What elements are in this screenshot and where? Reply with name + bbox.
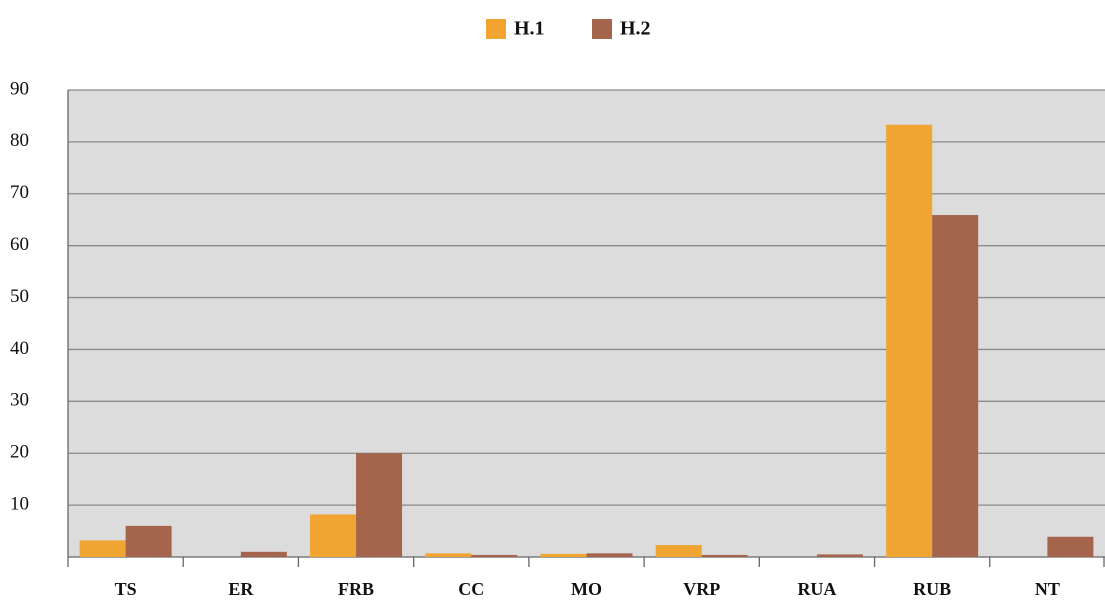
y-tick-label: 40 — [10, 338, 29, 359]
bar — [310, 514, 357, 557]
bar — [701, 554, 748, 557]
x-tick-label: RUA — [797, 579, 836, 599]
x-tick-label: ER — [228, 579, 254, 599]
bar — [125, 525, 172, 557]
y-tick-label: 80 — [10, 130, 29, 151]
bar — [1047, 536, 1094, 557]
legend-swatch — [592, 19, 612, 39]
bar — [425, 553, 472, 557]
bar — [240, 551, 287, 557]
x-tick-label: RUB — [913, 579, 951, 599]
y-tick-label: 50 — [10, 286, 29, 307]
legend-label: H.1 — [514, 18, 545, 40]
y-tick-label: 10 — [10, 493, 29, 514]
bar — [816, 554, 863, 557]
y-tick-label: 20 — [10, 442, 29, 463]
bar — [932, 215, 979, 557]
x-tick-label: FRB — [338, 579, 374, 599]
x-tick-label: TS — [115, 579, 137, 599]
x-tick-label: CC — [458, 579, 484, 599]
x-tick-label: MO — [571, 579, 602, 599]
y-tick-label: 60 — [10, 234, 29, 255]
bar — [471, 554, 518, 557]
x-tick-label: VRP — [683, 579, 720, 599]
legend-label: H.2 — [620, 18, 651, 40]
legend-swatch — [486, 19, 506, 39]
bar — [356, 453, 403, 557]
y-tick-label: 30 — [10, 390, 29, 411]
y-tick-label: 90 — [10, 78, 29, 99]
bar — [79, 540, 126, 557]
bar — [655, 545, 702, 557]
bar — [886, 124, 933, 557]
bar — [586, 553, 633, 557]
y-tick-label: 70 — [10, 182, 29, 203]
bar — [540, 553, 587, 557]
x-tick-label: NT — [1035, 579, 1060, 599]
